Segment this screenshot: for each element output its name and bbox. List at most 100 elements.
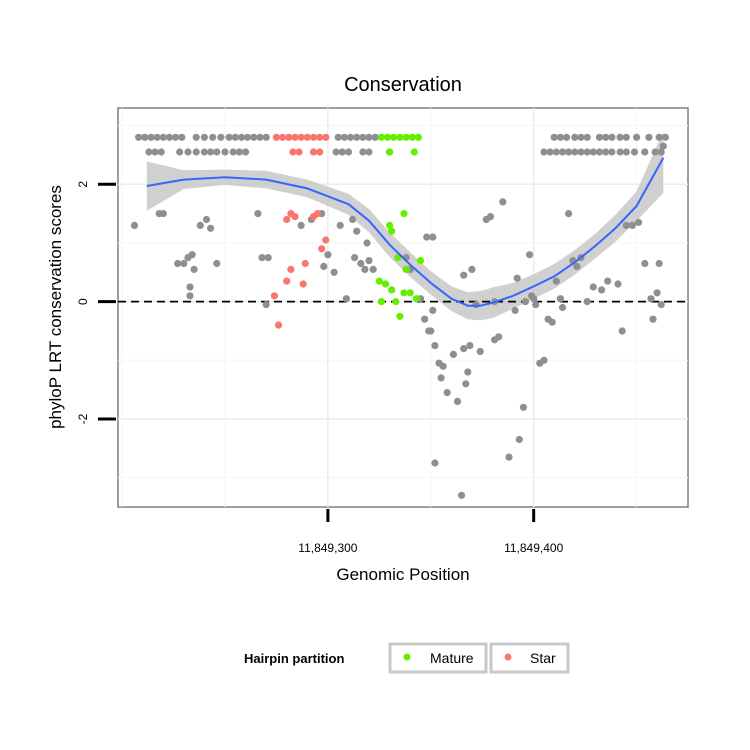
data-point-other [505,453,513,461]
data-point-star [295,148,303,156]
data-point-other [429,306,437,314]
data-point-other [186,292,194,300]
data-point-other [519,403,528,411]
data-point-other [359,133,367,141]
data-point-other [453,397,462,405]
data-point-other [165,133,173,141]
data-point-mature [406,289,414,297]
data-point-other [486,213,495,221]
data-point-other [657,148,665,156]
series-other [130,133,670,499]
data-point-other [655,259,663,268]
data-point-other [460,271,468,279]
data-point-other [429,233,437,241]
data-point-other [153,133,161,141]
data-point-other [604,277,612,285]
data-point-other [550,133,558,141]
data-point-other [130,221,139,229]
data-point-other [653,289,661,297]
data-point-other [460,345,468,353]
data-point-other [577,148,585,156]
data-point-other [546,148,554,156]
data-point-mature [408,133,416,141]
data-point-other [421,315,429,323]
y-tick-label: -2 [76,413,90,424]
data-point-other [645,133,653,141]
data-point-other [231,133,239,141]
data-point-other [622,133,630,141]
data-point-other [221,148,229,156]
data-point-star [274,321,283,329]
data-point-other [431,459,439,467]
data-point-other [573,262,581,270]
data-point-other [655,133,663,141]
data-point-star [272,133,280,141]
data-point-other [616,133,624,141]
data-point-star [283,277,291,285]
data-point-mature [414,133,422,141]
data-point-other [344,148,353,156]
data-point-star [314,210,322,218]
data-point-other [552,277,560,285]
data-point-star [291,133,299,141]
data-point-other [563,133,571,141]
data-point-other [649,315,657,323]
legend-star-dot [504,653,512,661]
data-point-mature [402,265,410,273]
data-point-other [526,251,534,259]
data-point-mature [375,277,383,285]
data-point-star [322,236,330,244]
data-point-other [558,303,567,312]
data-point-other [213,259,221,268]
data-point-other [423,233,431,241]
data-point-other [340,133,348,141]
data-point-mature [377,298,385,306]
legend-mature-dot [403,653,411,661]
data-point-other [466,342,474,350]
data-point-other [633,133,641,141]
data-point-other [622,221,630,229]
data-point-other [254,210,262,218]
data-point-other [431,342,439,350]
data-point-mature [400,210,408,218]
data-point-other [188,251,196,259]
data-point-mature [392,298,400,306]
data-point-other [449,350,457,358]
data-point-other [349,215,357,224]
data-point-mature [396,312,404,320]
data-point-other [521,298,530,306]
confidence-band-layer [146,131,664,321]
data-point-other [244,133,252,141]
data-point-mature [402,133,410,141]
data-point-other [602,133,610,141]
y-axis-title: phyloP LRT conservation scores [46,185,65,429]
data-point-other [513,274,521,282]
data-point-other [540,148,548,156]
data-point-mature [381,280,390,288]
data-point-other [589,283,597,291]
data-point-other [635,218,643,226]
legend-key-star [489,642,570,674]
series-mature [375,133,425,320]
data-point-other [532,301,540,309]
data-point-other [458,491,466,499]
data-point-other [250,133,258,141]
data-point-mature [396,133,404,141]
data-point-star [287,265,295,273]
data-point-star [316,148,324,156]
data-point-star [309,148,318,156]
data-point-other [346,133,355,141]
data-point-other [145,148,153,156]
data-point-star [299,280,307,288]
legend-title: Hairpin partition [244,651,344,666]
data-point-other [209,133,217,141]
data-point-other [192,148,200,156]
data-point-other [159,210,167,218]
data-point-other [359,148,367,156]
data-point-other [338,148,346,156]
data-point-other [365,133,373,141]
data-point-other [552,148,560,156]
data-point-other [180,259,188,268]
data-point-mature [412,295,420,303]
data-point-other [495,333,503,341]
